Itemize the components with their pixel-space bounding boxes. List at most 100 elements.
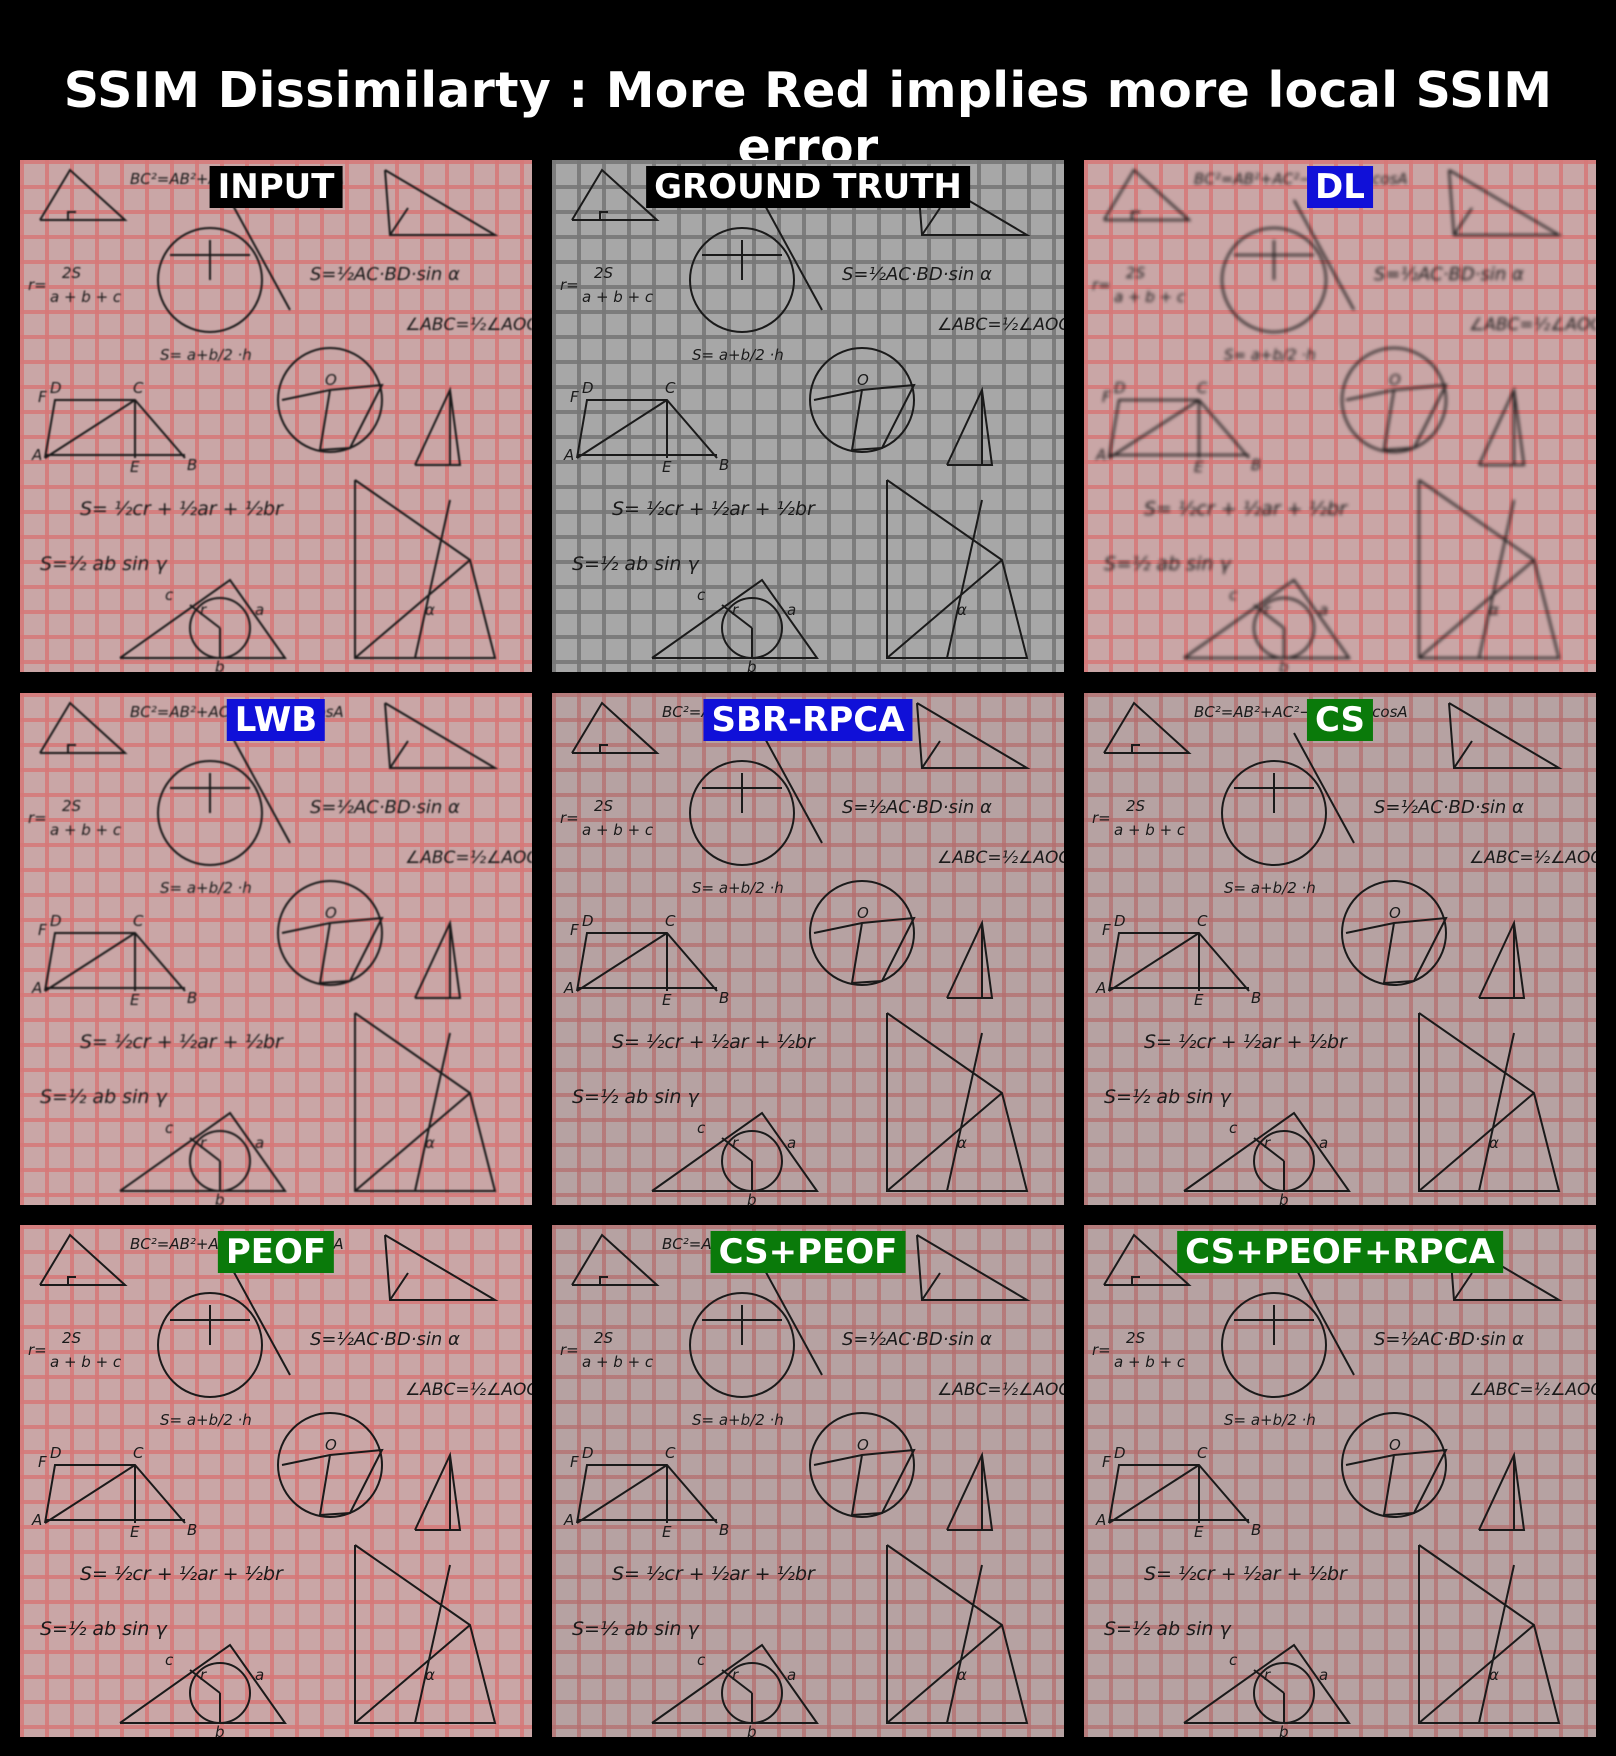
svg-text:α: α bbox=[425, 1134, 435, 1152]
svg-text:S=½AC·BD·sin α: S=½AC·BD·sin α bbox=[310, 797, 460, 818]
panel-label-input: INPUT bbox=[209, 166, 343, 208]
svg-text:D: D bbox=[1114, 912, 1126, 930]
svg-text:r: r bbox=[732, 1134, 739, 1152]
panel-cs-peof: BC²=AB²+AC²−2AB·AC·cosA r= 2S a + b + c … bbox=[552, 1225, 1064, 1737]
svg-text:2S: 2S bbox=[594, 264, 614, 282]
svg-text:S=½ ab sin γ: S=½ ab sin γ bbox=[40, 553, 168, 575]
panel-label-cs: CS bbox=[1306, 699, 1374, 741]
svg-text:B: B bbox=[719, 456, 729, 474]
svg-text:S= ½cr + ½ar + ½br: S= ½cr + ½ar + ½br bbox=[80, 1563, 284, 1585]
svg-text:r: r bbox=[200, 1134, 207, 1152]
svg-text:b: b bbox=[747, 1723, 757, 1737]
svg-text:a + b + c: a + b + c bbox=[582, 288, 654, 306]
svg-text:b: b bbox=[1279, 1191, 1289, 1205]
svg-text:∠ABC=½∠AOC: ∠ABC=½∠AOC bbox=[937, 315, 1064, 335]
svg-text:b: b bbox=[215, 658, 225, 672]
svg-text:r=: r= bbox=[560, 809, 579, 827]
svg-text:r=: r= bbox=[1092, 1341, 1111, 1359]
svg-text:a: a bbox=[787, 1666, 796, 1684]
svg-text:C: C bbox=[133, 379, 144, 397]
svg-text:S=½ ab sin γ: S=½ ab sin γ bbox=[1104, 1618, 1232, 1640]
svg-text:r: r bbox=[732, 1666, 739, 1684]
svg-text:A: A bbox=[31, 979, 42, 997]
svg-text:b: b bbox=[215, 1191, 225, 1205]
svg-text:c: c bbox=[697, 1119, 706, 1137]
math-sketch: BC²=AB²+AC²−2AB·AC·cosA r= 2S a + b + c … bbox=[1092, 168, 1596, 672]
svg-text:a + b + c: a + b + c bbox=[1114, 821, 1186, 839]
svg-text:O: O bbox=[1389, 1436, 1401, 1454]
svg-text:S=½ ab sin γ: S=½ ab sin γ bbox=[572, 1618, 700, 1640]
svg-text:2S: 2S bbox=[62, 1329, 82, 1347]
svg-text:b: b bbox=[747, 1191, 757, 1205]
svg-text:F: F bbox=[570, 388, 579, 406]
svg-text:r=: r= bbox=[1092, 809, 1111, 827]
svg-text:r=: r= bbox=[560, 1341, 579, 1359]
svg-text:S=½ ab sin γ: S=½ ab sin γ bbox=[40, 1086, 168, 1108]
svg-text:α: α bbox=[1489, 1666, 1499, 1684]
svg-text:D: D bbox=[1114, 1444, 1126, 1462]
svg-text:a + b + c: a + b + c bbox=[582, 1353, 654, 1371]
svg-text:A: A bbox=[563, 1511, 574, 1529]
panel-peof: BC²=AB²+AC²−2AB·AC·cosA r= 2S a + b + c … bbox=[20, 1225, 532, 1737]
svg-text:r: r bbox=[1264, 601, 1271, 619]
svg-text:A: A bbox=[563, 979, 574, 997]
svg-text:b: b bbox=[1279, 658, 1289, 672]
svg-text:B: B bbox=[187, 1521, 197, 1539]
svg-text:α: α bbox=[1489, 1134, 1499, 1152]
svg-text:a + b + c: a + b + c bbox=[1114, 1353, 1186, 1371]
svg-text:α: α bbox=[957, 601, 967, 619]
svg-text:BC²=AB²+AC²−2AB·AC·cosA: BC²=AB²+AC²−2AB·AC·cosA bbox=[1194, 170, 1408, 188]
svg-text:r: r bbox=[1264, 1134, 1271, 1152]
svg-text:S= ½cr + ½ar + ½br: S= ½cr + ½ar + ½br bbox=[80, 1031, 284, 1053]
svg-text:O: O bbox=[857, 371, 869, 389]
svg-text:a: a bbox=[787, 1134, 796, 1152]
svg-text:r=: r= bbox=[28, 276, 47, 294]
svg-text:E: E bbox=[1194, 458, 1204, 476]
svg-text:a: a bbox=[255, 1666, 264, 1684]
svg-text:F: F bbox=[38, 1453, 47, 1471]
svg-text:F: F bbox=[570, 921, 579, 939]
svg-text:E: E bbox=[1194, 991, 1204, 1009]
math-sketch: BC²=AB²+AC²−2AB·AC·cosA r= 2S a + b + c … bbox=[560, 701, 1064, 1205]
panel-label-lwb: LWB bbox=[226, 699, 326, 741]
math-sketch: BC²=AB²+AC²−2AB·AC·cosA r= 2S a + b + c … bbox=[1092, 701, 1596, 1205]
svg-text:S= ½cr + ½ar + ½br: S= ½cr + ½ar + ½br bbox=[1144, 1031, 1348, 1053]
svg-text:r: r bbox=[1264, 1666, 1271, 1684]
svg-text:2S: 2S bbox=[1126, 264, 1146, 282]
svg-text:2S: 2S bbox=[1126, 797, 1146, 815]
svg-text:∠ABC=½∠AOC: ∠ABC=½∠AOC bbox=[1469, 848, 1596, 868]
svg-text:A: A bbox=[1095, 979, 1106, 997]
svg-text:E: E bbox=[130, 458, 140, 476]
svg-text:a: a bbox=[255, 1134, 264, 1152]
svg-text:a: a bbox=[1319, 601, 1328, 619]
svg-text:S= a+b/2 ·h: S= a+b/2 ·h bbox=[160, 346, 252, 364]
svg-text:c: c bbox=[1229, 1651, 1238, 1669]
math-sketch: BC²=AB²+AC²−2AB·AC·cosA r= 2S a + b + c … bbox=[28, 701, 532, 1205]
svg-text:D: D bbox=[1114, 379, 1126, 397]
svg-text:α: α bbox=[1489, 601, 1499, 619]
panel-label-cs-peof: CS+PEOF bbox=[710, 1231, 906, 1273]
svg-text:C: C bbox=[133, 1444, 144, 1462]
svg-text:F: F bbox=[38, 921, 47, 939]
panel-dl: BC²=AB²+AC²−2AB·AC·cosA r= 2S a + b + c … bbox=[1084, 160, 1596, 672]
svg-text:S= a+b/2 ·h: S= a+b/2 ·h bbox=[1224, 879, 1316, 897]
panel-ground-truth: BC²=AB²+AC²−2AB·AC·cosA r= 2S a + b + c … bbox=[552, 160, 1064, 672]
svg-text:a: a bbox=[255, 601, 264, 619]
math-sketch: BC²=AB²+AC²−2AB·AC·cosA r= 2S a + b + c … bbox=[560, 1233, 1064, 1737]
svg-text:D: D bbox=[50, 1444, 62, 1462]
svg-text:C: C bbox=[665, 1444, 676, 1462]
svg-text:D: D bbox=[582, 1444, 594, 1462]
svg-text:r=: r= bbox=[28, 1341, 47, 1359]
svg-text:S=½ ab sin γ: S=½ ab sin γ bbox=[572, 1086, 700, 1108]
svg-text:c: c bbox=[165, 1651, 174, 1669]
svg-text:F: F bbox=[38, 388, 47, 406]
svg-text:F: F bbox=[570, 1453, 579, 1471]
svg-text:C: C bbox=[133, 912, 144, 930]
svg-text:S=½AC·BD·sin α: S=½AC·BD·sin α bbox=[310, 1329, 460, 1350]
svg-text:S= ½cr + ½ar + ½br: S= ½cr + ½ar + ½br bbox=[612, 1563, 816, 1585]
svg-text:S=½AC·BD·sin α: S=½AC·BD·sin α bbox=[842, 797, 992, 818]
svg-text:BC²=AB²+AC²−2AB·AC·cosA: BC²=AB²+AC²−2AB·AC·cosA bbox=[1194, 703, 1408, 721]
svg-text:2S: 2S bbox=[594, 1329, 614, 1347]
svg-text:B: B bbox=[719, 1521, 729, 1539]
svg-text:S=½ ab sin γ: S=½ ab sin γ bbox=[1104, 553, 1232, 575]
